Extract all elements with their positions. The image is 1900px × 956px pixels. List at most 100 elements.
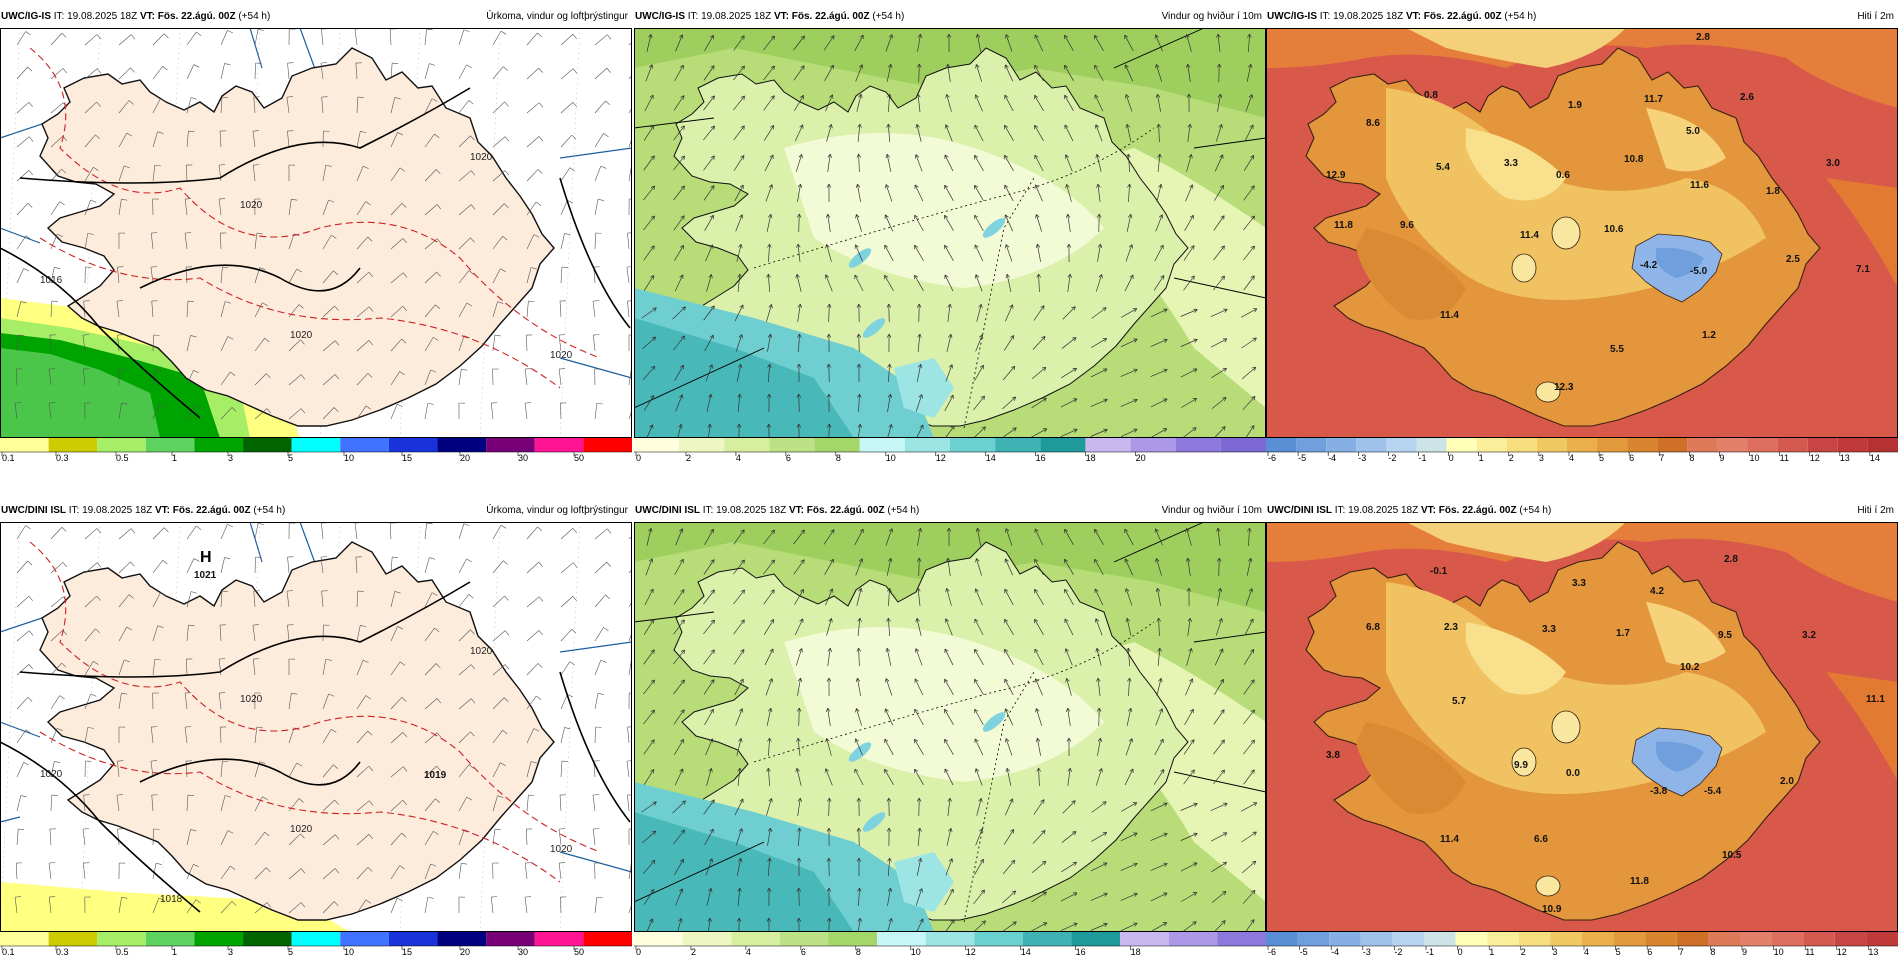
temperature-value: -3.8 xyxy=(1650,786,1668,797)
colorbar-segment xyxy=(974,932,1023,946)
colorbar-tick-label: 5 xyxy=(1599,453,1604,462)
colorbar-segment xyxy=(1386,438,1416,452)
colorbar-tick-label: 9 xyxy=(1742,947,1747,956)
colorbar-segment xyxy=(1778,438,1808,452)
colorbar-segment xyxy=(146,932,195,946)
colorbar-tick-label: 12 xyxy=(936,453,946,462)
colorbar-tick-label: 0.5 xyxy=(116,453,129,462)
colorbar-tick-label: -5 xyxy=(1298,453,1306,462)
panel-header: UWC/DINI ISL IT: 19.08.2025 18Z VT: Fös.… xyxy=(1266,500,1898,522)
colorbar-tick-label: 5 xyxy=(288,453,293,462)
colorbar-segment xyxy=(97,438,146,452)
colorbar-segment xyxy=(1687,438,1717,452)
colorbar-segment xyxy=(1657,438,1687,452)
colorbar-tick-label: 5 xyxy=(288,947,293,956)
temperature-value: 10.2 xyxy=(1680,662,1700,673)
colorbar-tick-label: 2 xyxy=(686,453,691,462)
temperature-value: 2.3 xyxy=(1444,622,1458,633)
valid-time: Fös. 22.ágú. 00Z xyxy=(173,505,251,516)
colorbar-segment xyxy=(438,438,487,452)
map-canvas xyxy=(634,522,1266,932)
colorbar-segment xyxy=(1487,932,1519,946)
colorbar-segment xyxy=(860,438,905,452)
colorbar-tick-label: 12 xyxy=(1837,947,1847,956)
temperature-value: 0.6 xyxy=(1556,170,1570,181)
temperature-value: 0.0 xyxy=(1566,768,1580,779)
colorbar-segment xyxy=(1131,438,1176,452)
temperature-value: 5.0 xyxy=(1686,126,1700,137)
colorbar-tick-label: -2 xyxy=(1394,947,1402,956)
isobar-label: 1020 xyxy=(470,152,493,163)
colorbar-segment xyxy=(49,438,98,452)
lead-time: (+54 h) xyxy=(1504,11,1536,22)
colorbar-tick-label: 3 xyxy=(228,453,233,462)
forecast-map[interactable] xyxy=(634,522,1266,932)
colorbar-tick-label: 10 xyxy=(1774,947,1784,956)
colorbar-segment xyxy=(780,932,829,946)
colorbar-tick-label: 7 xyxy=(1679,947,1684,956)
temperature-value: 6.8 xyxy=(1366,622,1380,633)
colorbar-segment xyxy=(1717,438,1747,452)
colorbar-tick-label: 16 xyxy=(1076,947,1086,956)
colorbar-tick-label: 6 xyxy=(1647,947,1652,956)
colorbar-tick-label: 1 xyxy=(172,453,177,462)
forecast-map[interactable] xyxy=(634,28,1266,438)
colorbar-tick-label: 0 xyxy=(636,453,641,462)
temperature-value: 11.7 xyxy=(1644,94,1663,105)
init-time: 19.08.2025 18Z xyxy=(716,505,786,516)
colorbar-segment xyxy=(1424,932,1456,946)
field-title: Hiti í 2m xyxy=(1857,500,1894,522)
panel-header: UWC/IG-IS IT: 19.08.2025 18Z VT: Fös. 22… xyxy=(634,6,1266,28)
field-title: Vindur og hviður í 10m xyxy=(1162,6,1262,28)
colorbar-tick-label: 20 xyxy=(460,947,470,956)
colorbar-segment xyxy=(769,438,814,452)
colorbar-tick-label: 50 xyxy=(574,453,584,462)
colorbar-tick-label: 3 xyxy=(1539,453,1544,462)
colorbar-segment xyxy=(1023,932,1072,946)
colorbar-segment xyxy=(1838,438,1868,452)
colorbar-tick-label: 0.3 xyxy=(56,453,69,462)
valid-time: Fös. 22.ágú. 00Z xyxy=(158,11,236,22)
init-time: 19.08.2025 18Z xyxy=(82,505,152,516)
temperature-value: 10.6 xyxy=(1604,224,1624,235)
panel-model-run: UWC/DINI ISL IT: 19.08.2025 18Z VT: Fös.… xyxy=(635,500,919,522)
colorbar-tick-label: 12 xyxy=(966,947,976,956)
colorbar-tick-label: 9 xyxy=(1719,453,1724,462)
colorbar-segment xyxy=(1477,438,1507,452)
temperature-value: 9.5 xyxy=(1718,630,1732,641)
temperature-value: 6.6 xyxy=(1534,834,1548,845)
model-name: UWC/IG-IS xyxy=(1267,11,1317,22)
colorbar-tick-label: 6 xyxy=(1629,453,1634,462)
colorbar-tick-label: -3 xyxy=(1363,947,1371,956)
panel-model-run: UWC/IG-IS IT: 19.08.2025 18Z VT: Fös. 22… xyxy=(1267,6,1536,28)
panel-model-run: UWC/IG-IS IT: 19.08.2025 18Z VT: Fös. 22… xyxy=(1,6,270,28)
colorbar-tick-label: 10 xyxy=(1750,453,1760,462)
colorbar-tick-label: 10 xyxy=(886,453,896,462)
panel-header: UWC/IG-IS IT: 19.08.2025 18Z VT: Fös. 22… xyxy=(1266,6,1898,28)
colorbar-tick-label: -6 xyxy=(1268,947,1276,956)
isobar-label: 1020 xyxy=(550,844,573,855)
colorbar-segment xyxy=(1866,932,1898,946)
temperature-value: 3.3 xyxy=(1542,624,1556,635)
init-time-label: IT: xyxy=(688,11,699,22)
colorbar-segment xyxy=(905,438,950,452)
colorbar-segment xyxy=(1266,932,1298,946)
init-time-label: IT: xyxy=(1320,11,1331,22)
temperature-value: 3.3 xyxy=(1572,578,1586,589)
colorbar-segment xyxy=(340,438,389,452)
colorbar-tick-label: 3 xyxy=(228,947,233,956)
colorbar-segment xyxy=(1456,932,1488,946)
colorbar-segment xyxy=(1169,932,1218,946)
colorbar-segment xyxy=(1740,932,1772,946)
lead-time: (+54 h) xyxy=(887,505,919,516)
colorbar-tick-label: 0 xyxy=(1449,453,1454,462)
